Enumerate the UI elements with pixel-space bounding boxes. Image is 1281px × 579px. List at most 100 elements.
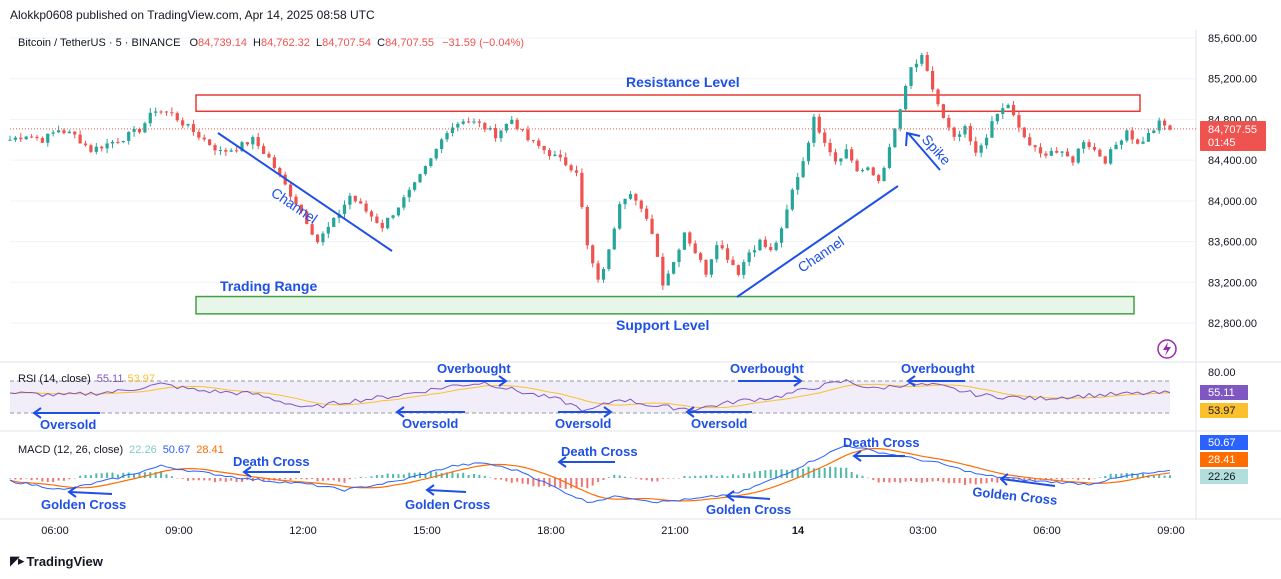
macd-hist-bar xyxy=(694,475,697,478)
macd-hist-bar xyxy=(575,478,578,489)
macd-hist-bar xyxy=(133,473,136,478)
candle-body xyxy=(704,259,708,275)
candle-body xyxy=(747,252,751,263)
macd-hist-bar xyxy=(478,474,481,478)
macd-hist-bar xyxy=(769,469,772,478)
macd-hist-bar xyxy=(246,478,249,481)
candle-body xyxy=(456,123,460,128)
overbought-arrow-3-head xyxy=(906,375,916,387)
macd-hist-bar xyxy=(640,478,643,480)
macd-hist-bar xyxy=(845,467,848,478)
candle-body xyxy=(850,149,854,161)
macd-hist-bar xyxy=(872,478,875,481)
macd-hist-bar xyxy=(230,478,233,481)
candle-body xyxy=(62,130,66,134)
macd-hist-bar xyxy=(818,468,821,478)
candle-body xyxy=(434,148,438,159)
candle-body xyxy=(515,119,519,130)
macd-hist-bar xyxy=(262,478,265,482)
macd-hist-bar xyxy=(197,478,200,481)
macd-hist-bar xyxy=(688,476,691,478)
macd-hist-bar xyxy=(753,471,756,478)
tradingview-logo[interactable]: ◤▸ TradingView xyxy=(10,553,103,569)
candle-body xyxy=(564,157,568,166)
macd-hist-bar xyxy=(996,478,999,483)
macd-hist-bar xyxy=(1104,476,1107,478)
macd-hist-bar xyxy=(41,478,44,482)
rsi-ma-value: 53.97 xyxy=(127,373,155,385)
candle-body xyxy=(418,174,422,183)
time-tick-label: 18:00 xyxy=(537,525,565,537)
macd-hist-bar xyxy=(667,478,670,479)
tradingview-logo-text: TradingView xyxy=(26,553,103,569)
candle-body xyxy=(580,172,584,208)
channel-line-2[interactable] xyxy=(736,185,899,298)
candle-body xyxy=(143,123,147,133)
support-zone[interactable] xyxy=(195,295,1135,315)
candle-body xyxy=(310,224,314,235)
macd-hist-bar xyxy=(926,478,929,483)
alert-icon[interactable] xyxy=(1157,339,1177,359)
macd-hist-bar xyxy=(1131,473,1134,478)
overbought-arrow-2-head xyxy=(793,375,803,387)
macd-tag-2 xyxy=(1200,452,1248,467)
macd-hist-bar xyxy=(613,474,616,478)
candle-body xyxy=(1071,156,1075,163)
macd-hist-bar xyxy=(1088,478,1091,480)
support-label: Support Level xyxy=(616,317,709,333)
rsi-ma-line xyxy=(9,383,1171,409)
macd-hist-bar xyxy=(856,474,859,478)
macd-hist-value: 22.26 xyxy=(129,444,157,456)
macd-hist-bar xyxy=(651,478,654,482)
resistance-zone[interactable] xyxy=(195,94,1141,113)
macd-hist-bar xyxy=(721,475,724,478)
candle-body xyxy=(1022,127,1026,138)
macd-hist-bar xyxy=(359,476,362,478)
spike-arrow[interactable] xyxy=(907,132,941,171)
candle-body xyxy=(499,130,503,139)
lightning-icon xyxy=(1163,342,1171,356)
macd-hist-bar xyxy=(235,478,238,482)
candle-body xyxy=(51,132,55,134)
candle-body xyxy=(461,121,465,124)
candle-body xyxy=(984,137,989,146)
candle-body xyxy=(132,128,136,132)
macd-hist-bar xyxy=(591,478,594,486)
time-tick-label: 15:00 xyxy=(413,525,441,537)
macd-hist-bar xyxy=(116,474,119,478)
candle-body xyxy=(682,232,687,250)
macd-hist-bar xyxy=(742,473,745,478)
macd-hist-bar xyxy=(629,477,632,478)
candle-body xyxy=(752,250,757,253)
macd-hist-bar xyxy=(57,478,60,481)
macd-hist-bar xyxy=(958,478,961,483)
candle-body xyxy=(947,117,951,128)
price-tick-label: 85,600.00 xyxy=(1208,33,1257,45)
macd-hist-bar xyxy=(106,472,109,478)
candle-body xyxy=(1125,130,1129,141)
candle-body xyxy=(1060,151,1064,153)
macd-hist-bar xyxy=(483,475,486,478)
macd-hist-bar xyxy=(883,478,886,483)
macd-hist-bar xyxy=(62,478,65,481)
channel-line-1[interactable] xyxy=(217,132,393,252)
macd-hist-bar xyxy=(79,475,82,478)
time-tick-label: 06:00 xyxy=(1033,525,1061,537)
macd-hist-bar xyxy=(170,476,173,478)
macd-hist-bar xyxy=(413,472,416,478)
macd-hist-bar xyxy=(915,478,918,483)
candle-body xyxy=(1044,153,1048,156)
spike-arrow-head xyxy=(905,131,921,147)
death-cross-arrow-3-head xyxy=(852,450,862,462)
macd-hist-bar xyxy=(138,473,141,478)
publisher-header: Alokkp0608 published on TradingView.com,… xyxy=(10,8,375,22)
macd-hist-bar xyxy=(780,469,783,478)
macd-hist-bar xyxy=(456,473,459,478)
candle-body xyxy=(520,129,525,131)
macd-tag-2-text: 28.41 xyxy=(1208,454,1236,466)
channel-label-1: Channel xyxy=(268,184,320,226)
candle-body xyxy=(29,136,34,138)
rsi-tag-2 xyxy=(1200,403,1248,418)
macd-hist-bar xyxy=(446,472,449,478)
